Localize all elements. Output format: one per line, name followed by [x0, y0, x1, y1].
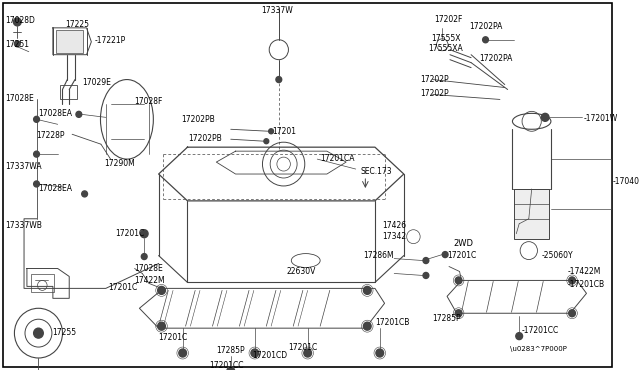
Text: 17201C: 17201C — [109, 283, 138, 292]
Bar — [60, 84, 77, 99]
Circle shape — [76, 111, 82, 117]
Circle shape — [364, 322, 371, 330]
Text: 17228P: 17228P — [36, 131, 65, 140]
Circle shape — [251, 349, 259, 357]
Text: -17201CC: -17201CC — [522, 326, 559, 335]
Circle shape — [13, 18, 21, 26]
Circle shape — [34, 116, 40, 122]
Circle shape — [276, 77, 282, 83]
Text: -25060Y: -25060Y — [541, 251, 573, 260]
Circle shape — [34, 151, 40, 157]
Text: 17202PA: 17202PA — [479, 54, 512, 63]
Text: 17285P: 17285P — [216, 346, 245, 355]
Text: 17337WB: 17337WB — [5, 221, 42, 230]
Text: 17201CD: 17201CD — [252, 351, 287, 360]
Circle shape — [227, 367, 235, 372]
Circle shape — [82, 191, 88, 197]
Text: 17337W: 17337W — [262, 6, 293, 15]
Text: 2WD: 2WD — [454, 239, 474, 248]
Text: 17201CA: 17201CA — [320, 154, 355, 163]
Text: 17555X: 17555X — [431, 34, 460, 43]
Text: 17426: 17426 — [383, 221, 407, 230]
Text: -17221P: -17221P — [94, 36, 125, 45]
Circle shape — [269, 129, 273, 134]
Circle shape — [483, 37, 488, 43]
Text: 17028EA: 17028EA — [38, 109, 72, 118]
Text: 17202P: 17202P — [420, 74, 449, 84]
Circle shape — [569, 310, 575, 317]
Text: 17202F: 17202F — [435, 15, 463, 24]
Circle shape — [157, 322, 165, 330]
Text: 17202PB: 17202PB — [188, 134, 222, 143]
Text: 17028F: 17028F — [134, 97, 163, 106]
Circle shape — [179, 349, 186, 357]
Text: 17029E: 17029E — [83, 78, 111, 87]
Circle shape — [141, 254, 147, 260]
Bar — [31, 275, 54, 292]
Text: 17202PA: 17202PA — [469, 22, 502, 31]
Circle shape — [423, 257, 429, 263]
Text: 17028EA: 17028EA — [38, 184, 72, 193]
Text: 17028E: 17028E — [5, 94, 33, 103]
Text: \u0283^7P000P: \u0283^7P000P — [509, 346, 566, 352]
Text: 17202PB: 17202PB — [180, 115, 214, 124]
Circle shape — [34, 181, 40, 187]
Text: 17201CB: 17201CB — [375, 318, 410, 327]
Circle shape — [34, 328, 44, 338]
Text: 17201C: 17201C — [159, 333, 188, 342]
Text: 17342: 17342 — [383, 232, 407, 241]
Text: 17251: 17251 — [5, 40, 29, 49]
Circle shape — [516, 333, 522, 340]
Text: 17337WA: 17337WA — [5, 162, 42, 171]
Circle shape — [304, 349, 312, 357]
Text: 17202P: 17202P — [420, 90, 449, 99]
Circle shape — [423, 272, 429, 278]
Circle shape — [15, 41, 20, 47]
Text: 17028D: 17028D — [5, 16, 35, 25]
Bar — [56, 30, 83, 53]
Circle shape — [140, 230, 148, 238]
Text: 17255: 17255 — [52, 328, 76, 337]
Circle shape — [376, 349, 383, 357]
Text: 17225: 17225 — [65, 20, 90, 29]
Text: -17201W: -17201W — [584, 114, 618, 124]
Circle shape — [364, 286, 371, 294]
Circle shape — [455, 277, 462, 284]
Text: 17285P: 17285P — [433, 314, 461, 323]
Text: -17201CB: -17201CB — [567, 280, 604, 289]
Text: 17201C: 17201C — [115, 229, 145, 238]
Circle shape — [157, 286, 165, 294]
Text: 17286M: 17286M — [364, 251, 394, 260]
Text: SEC.173: SEC.173 — [360, 167, 392, 176]
Circle shape — [264, 139, 269, 144]
Text: -17422M: -17422M — [567, 266, 600, 276]
Circle shape — [455, 310, 462, 317]
Text: 17201C: 17201C — [289, 343, 317, 352]
Circle shape — [569, 277, 575, 284]
Text: 17422M: 17422M — [134, 276, 165, 285]
Text: 17201C: 17201C — [447, 251, 476, 260]
Text: 22630V: 22630V — [287, 266, 316, 276]
Bar — [515, 189, 549, 239]
Text: 17201: 17201 — [272, 127, 296, 136]
Circle shape — [442, 251, 448, 257]
Text: 17201CC: 17201CC — [209, 361, 244, 370]
Text: 17555XA: 17555XA — [428, 44, 463, 53]
Text: 17290M: 17290M — [104, 159, 134, 168]
Text: 17028E: 17028E — [134, 263, 163, 273]
Text: -17040: -17040 — [612, 177, 639, 186]
Circle shape — [541, 113, 549, 121]
